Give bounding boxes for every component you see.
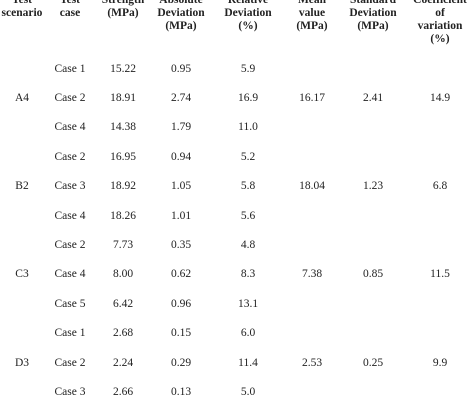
- absolute-deviation-cell: 0.15: [170, 327, 192, 340]
- table-row: Case 3 18.92 1.05 5.8: [0, 172, 474, 201]
- mean-cell: 18.04: [299, 180, 325, 193]
- mean-cell: 2.53: [301, 356, 323, 369]
- relative-deviation-cell: 4.8: [240, 239, 256, 252]
- scenario-cell: B2: [15, 180, 29, 193]
- table-row: Case 2 18.91 2.74 16.9: [0, 83, 474, 112]
- strength-cell: 6.42: [112, 297, 134, 310]
- strength-cell: 18.26: [110, 209, 136, 222]
- relative-deviation-cell: 13.1: [237, 297, 259, 310]
- absolute-deviation-cell: 1.79: [170, 121, 192, 134]
- coefficient-cell: 9.9: [432, 356, 448, 369]
- absolute-deviation-cell: 0.96: [170, 297, 192, 310]
- case-cell: Case 4: [54, 121, 86, 134]
- column-header: Mean value (MPa): [296, 0, 328, 32]
- table-row: D3 Case 1 2.68 0.15 6.0 2.53 0.25 9.9: [0, 319, 474, 368]
- case-cell: Case 2: [54, 239, 86, 252]
- relative-deviation-cell: 5.2: [240, 150, 256, 163]
- column-header: Coefficient of variation (%): [413, 0, 467, 45]
- mean-cell: 7.38: [301, 268, 323, 281]
- strength-cell: 2.68: [112, 327, 134, 340]
- relative-deviation-cell: 11.4: [238, 356, 258, 369]
- table-row: A4 Case 1 15.22 0.95 5.9 16.17 2.41 14.9: [0, 54, 474, 104]
- absolute-deviation-cell: 0.35: [170, 239, 192, 252]
- coefficient-cell: 6.8: [432, 180, 448, 193]
- strength-cell: 2.66: [112, 385, 134, 398]
- mean-cell: 16.17: [299, 92, 325, 105]
- column-header: Relative Deviation (%): [224, 0, 272, 32]
- strength-cell: 7.73: [112, 239, 134, 252]
- strength-cell: 8.00: [112, 268, 134, 281]
- table-row: Case 4 8.00 0.62 8.3: [0, 260, 474, 289]
- absolute-deviation-cell: 2.74: [170, 92, 192, 105]
- standard-deviation-cell: 2.41: [362, 92, 384, 105]
- column-header: Standard Deviation (MPa): [349, 0, 397, 32]
- strength-cell: 18.91: [110, 92, 136, 105]
- absolute-deviation-cell: 0.62: [170, 268, 192, 281]
- case-cell: Case 2: [54, 92, 86, 105]
- absolute-deviation-cell: 0.95: [170, 62, 192, 75]
- coefficient-cell: 14.9: [429, 92, 451, 105]
- case-cell: Case 5: [54, 297, 86, 310]
- scenario-cell: D3: [14, 356, 30, 369]
- table-row: Case 4 14.38 1.79 11.0: [0, 113, 474, 142]
- relative-deviation-cell: 6.0: [240, 327, 256, 340]
- case-cell: Case 1: [54, 327, 86, 340]
- table-row: Case 2 2.24 0.29 11.4: [0, 348, 474, 377]
- relative-deviation-cell: 16.9: [237, 92, 259, 105]
- standard-deviation-cell: 0.85: [362, 268, 384, 281]
- relative-deviation-cell: 5.9: [240, 62, 256, 75]
- table-row: B2 Case 2 16.95 0.94 5.2 18.04 1.23 6.8: [0, 142, 474, 192]
- case-cell: Case 1: [54, 62, 86, 75]
- strength-cell: 16.95: [110, 150, 136, 163]
- case-cell: Case 4: [54, 209, 86, 222]
- absolute-deviation-cell: 0.29: [170, 356, 192, 369]
- header-row: Test scenario Test case Strength (MPa) Abso…: [0, 0, 474, 54]
- absolute-deviation-cell: 0.94: [170, 150, 192, 163]
- scenario-cell: C3: [15, 268, 29, 281]
- case-cell: Case 2: [54, 150, 86, 163]
- absolute-deviation-cell: 0.13: [170, 385, 192, 398]
- relative-deviation-cell: 5.8: [240, 180, 256, 193]
- column-header: Test case: [59, 0, 81, 19]
- table-row: Case 4 18.26 1.01 5.6: [0, 201, 474, 230]
- column-header: Strength (MPa): [101, 0, 145, 19]
- strength-cell: 18.92: [110, 180, 136, 193]
- strength-cell: 15.22: [110, 62, 136, 75]
- standard-deviation-cell: 1.23: [362, 180, 384, 193]
- relative-deviation-cell: 8.3: [240, 268, 256, 281]
- table-header: Test scenario Test case Strength (MPa) Abso…: [0, 0, 474, 54]
- case-cell: Case 4: [54, 268, 86, 281]
- table-row: Case 3 2.66 0.13 5.0: [0, 377, 474, 406]
- absolute-deviation-cell: 1.05: [170, 180, 192, 193]
- absolute-deviation-cell: 1.01: [170, 209, 192, 222]
- relative-deviation-cell: 5.6: [240, 209, 256, 222]
- strength-cell: 14.38: [110, 121, 136, 134]
- table-body: A4 Case 1 15.22 0.95 5.9 16.17 2.41 14.9 Case 2 1…: [0, 54, 474, 407]
- case-cell: Case 2: [54, 356, 86, 369]
- relative-deviation-cell: 11.0: [238, 121, 258, 134]
- relative-deviation-cell: 5.0: [240, 385, 256, 398]
- scenario-cell: A4: [14, 92, 30, 105]
- case-cell: Case 3: [54, 385, 86, 398]
- coefficient-cell: 11.5: [430, 268, 450, 281]
- column-header: Absolute Deviation (MPa): [157, 0, 205, 32]
- standard-deviation-cell: 0.25: [362, 356, 384, 369]
- table-row: C3 Case 2 7.73 0.35 4.8 7.38 0.85 11.5: [0, 230, 474, 280]
- table-row: Case 5 6.42 0.96 13.1: [0, 289, 474, 318]
- column-header: Test scenario: [1, 0, 43, 19]
- strength-cell: 2.24: [112, 356, 134, 369]
- case-cell: Case 3: [54, 180, 86, 193]
